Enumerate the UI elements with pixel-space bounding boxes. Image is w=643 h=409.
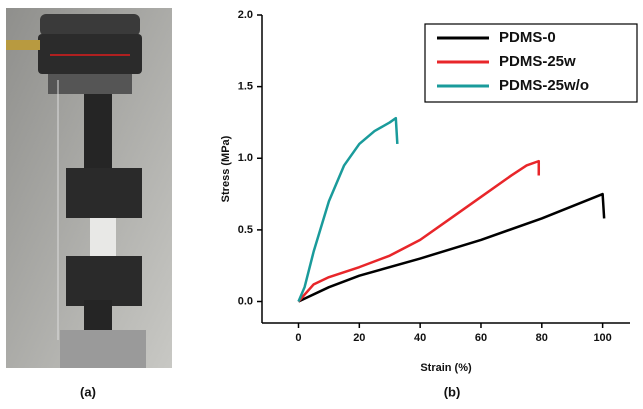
- y-tick-label: 1.5: [238, 81, 253, 93]
- legend-label: PDMS-25w: [499, 53, 576, 70]
- x-tick-label: 40: [414, 332, 426, 344]
- x-tick-label: 60: [475, 332, 487, 344]
- panel-label: (a): [80, 384, 96, 399]
- series-line: [297, 159, 541, 303]
- chart: 0.0 0.5 1.0 1.5 2.0 0 20 40 60 80 100 Strain (%) Str…: [220, 9, 638, 374]
- x-tick-label: 0: [295, 332, 301, 344]
- y-axis-title: Stress (MPa): [220, 135, 232, 202]
- photo: [6, 8, 172, 368]
- series-line: [297, 192, 606, 303]
- x-tick-label: 20: [353, 332, 365, 344]
- legend-label: PDMS-25w/o: [499, 77, 589, 94]
- panel-label: (b): [444, 384, 461, 399]
- y-tick-label: 0.5: [238, 224, 253, 236]
- x-tick-label: 80: [536, 332, 548, 344]
- x-axis-title: Strain (%): [420, 362, 472, 374]
- y-tick-label: 2.0: [238, 9, 253, 21]
- series-line: [297, 116, 399, 303]
- y-tick-label: 1.0: [238, 152, 253, 164]
- y-tick-label: 0.0: [238, 295, 253, 307]
- legend-label: PDMS-0: [499, 29, 556, 46]
- x-tick-label: 100: [593, 332, 611, 344]
